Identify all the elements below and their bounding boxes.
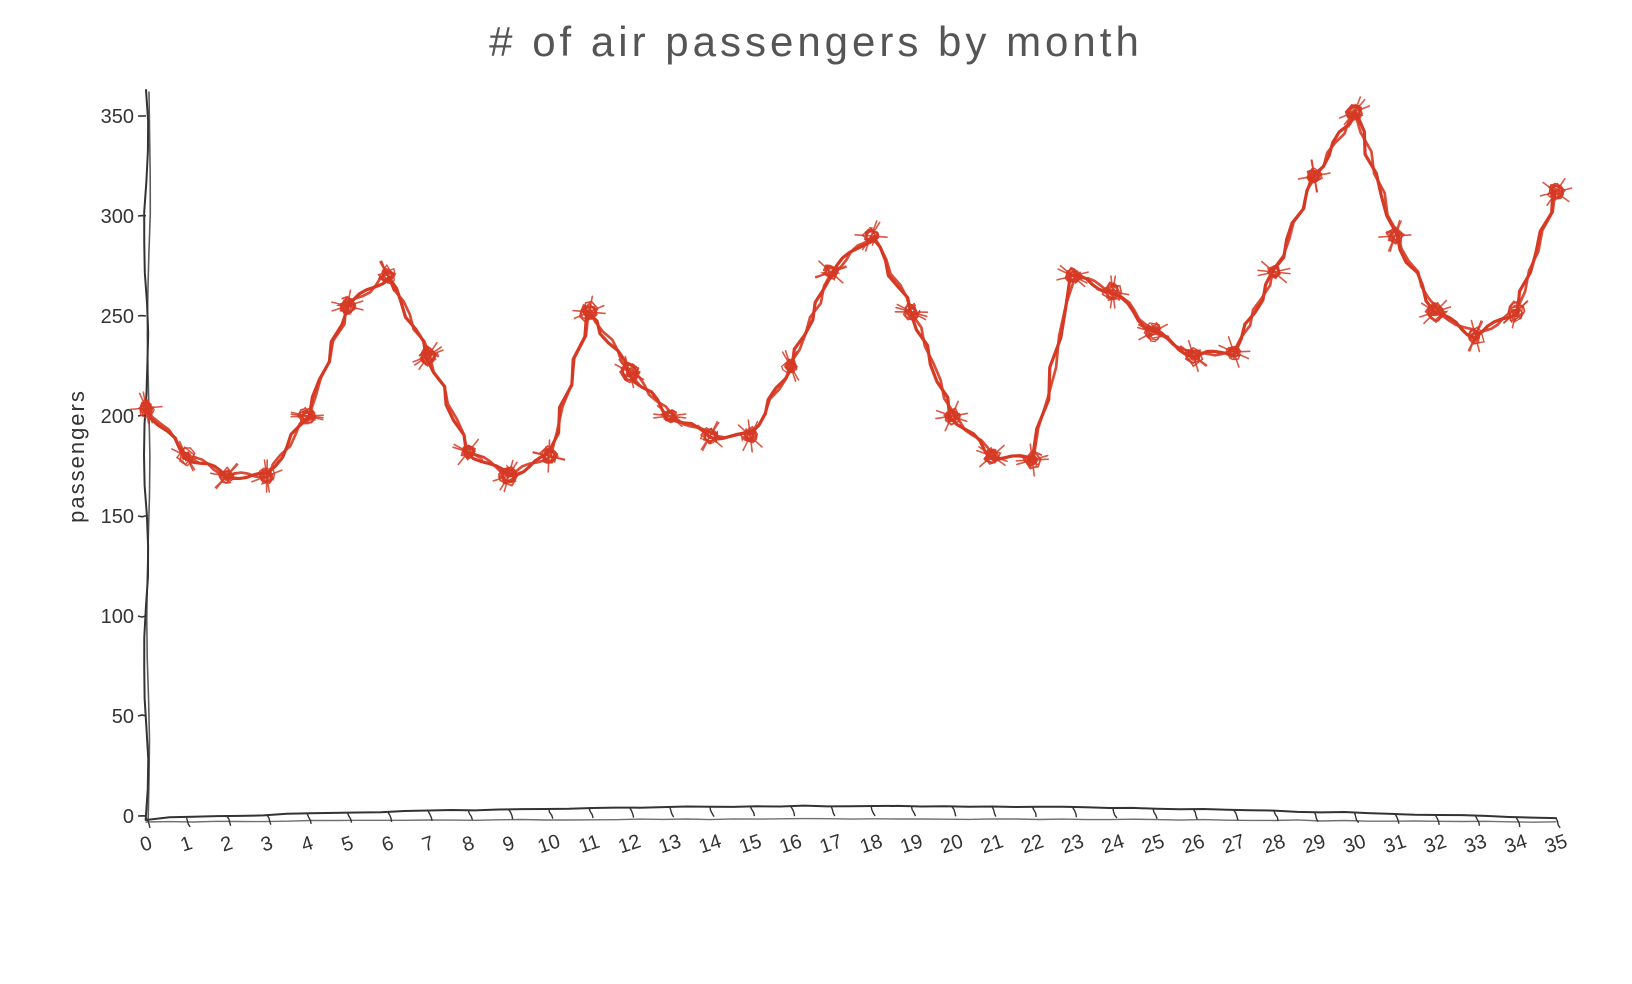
xtick-label: 13: [656, 830, 684, 858]
xtick-label: 27: [1220, 830, 1248, 858]
xtick-label: 23: [1059, 830, 1087, 858]
xtick-label: 2: [218, 832, 235, 856]
xtick-label: 0: [137, 832, 154, 856]
chart-title: # of air passengers by month: [0, 0, 1632, 66]
xtick-label: 10: [535, 830, 563, 858]
xtick-label: 11: [576, 831, 603, 858]
data-point: [782, 351, 799, 381]
xtick-label: 24: [1099, 830, 1127, 858]
axes: 0501001502002503003500123456789101112131…: [64, 90, 1570, 858]
xtick-label: 21: [978, 830, 1006, 858]
air-passengers-chart: 0501001502002503003500123456789101112131…: [56, 76, 1576, 896]
xtick-label: 15: [736, 830, 764, 858]
data-point: [172, 441, 201, 470]
data-point: [378, 261, 395, 291]
data-point: [413, 343, 443, 370]
data-point: [1504, 296, 1528, 327]
data-point: [1218, 337, 1250, 367]
data-point: [573, 296, 605, 327]
xtick-label: 6: [379, 832, 396, 856]
data-point: [533, 440, 564, 472]
xtick-label: 4: [299, 832, 316, 856]
ytick-label: 200: [101, 406, 134, 428]
xtick-label: 32: [1421, 830, 1449, 858]
xtick-label: 35: [1542, 830, 1570, 858]
data-point: [1180, 341, 1206, 372]
xtick-label: 7: [419, 832, 436, 856]
data-point: [977, 446, 1007, 467]
data-point: [698, 422, 722, 451]
xtick-label: 20: [938, 830, 966, 858]
data-point: [1258, 262, 1290, 283]
y-axis-label: passengers: [64, 389, 89, 523]
xtick-label: 3: [258, 832, 275, 856]
xtick-label: 19: [898, 830, 926, 858]
xtick-label: 17: [817, 830, 845, 858]
xtick-label: 1: [178, 832, 195, 856]
ytick-label: 50: [112, 706, 134, 728]
data-point: [1540, 179, 1571, 206]
data-point: [895, 303, 927, 321]
xtick-label: 34: [1502, 830, 1530, 858]
series-passengers: [130, 97, 1571, 492]
xtick-label: 14: [696, 830, 724, 858]
ytick-label: 0: [123, 806, 134, 828]
xtick-label: 28: [1260, 830, 1288, 858]
data-point: [615, 357, 643, 388]
ytick-label: 300: [101, 206, 134, 228]
xtick-label: 25: [1139, 830, 1167, 858]
data-point: [1340, 97, 1370, 127]
xtick-label: 29: [1300, 830, 1328, 858]
xtick-label: 31: [1381, 830, 1409, 858]
xtick-label: 8: [460, 832, 477, 856]
data-point: [1379, 221, 1411, 252]
xtick-label: 16: [777, 830, 805, 858]
chart-svg: 0501001502002503003500123456789101112131…: [56, 76, 1576, 896]
data-point: [291, 408, 323, 424]
xtick-label: 33: [1462, 830, 1490, 858]
xtick-label: 18: [857, 830, 885, 858]
ytick-label: 250: [101, 306, 134, 328]
ytick-label: 100: [101, 606, 134, 628]
xtick-label: 5: [339, 832, 356, 856]
xtick-label: 22: [1018, 830, 1046, 858]
data-point: [1420, 301, 1450, 324]
xtick-label: 30: [1341, 830, 1369, 858]
xtick-label: 9: [500, 832, 517, 856]
ytick-label: 350: [101, 106, 134, 128]
xtick-label: 26: [1180, 830, 1208, 858]
xtick-label: 12: [616, 830, 644, 858]
data-point: [1468, 321, 1484, 352]
ytick-label: 150: [101, 506, 134, 528]
